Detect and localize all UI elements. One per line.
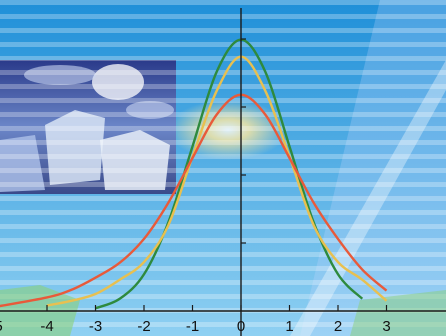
- x-tick-label: 1: [285, 318, 293, 335]
- grass-right: [350, 290, 446, 336]
- x-tick-label: -1: [186, 318, 199, 335]
- tick-layer: 5 -4 -3 -2 -1 0 1 2 3: [0, 38, 391, 335]
- series-line-3: [0, 93, 388, 308]
- series-layer: [0, 38, 388, 310]
- series-line-2: [46, 55, 388, 307]
- x-tick-label: 3: [382, 318, 390, 335]
- x-tick-label: 0: [237, 318, 245, 335]
- x-tick-label: -3: [89, 318, 102, 335]
- x-tick-label: 2: [334, 318, 342, 335]
- x-tick-label: -4: [40, 318, 53, 335]
- series-line-1: [95, 38, 364, 310]
- x-tick-label: -2: [137, 318, 150, 335]
- x-tick-label: 5: [0, 318, 3, 335]
